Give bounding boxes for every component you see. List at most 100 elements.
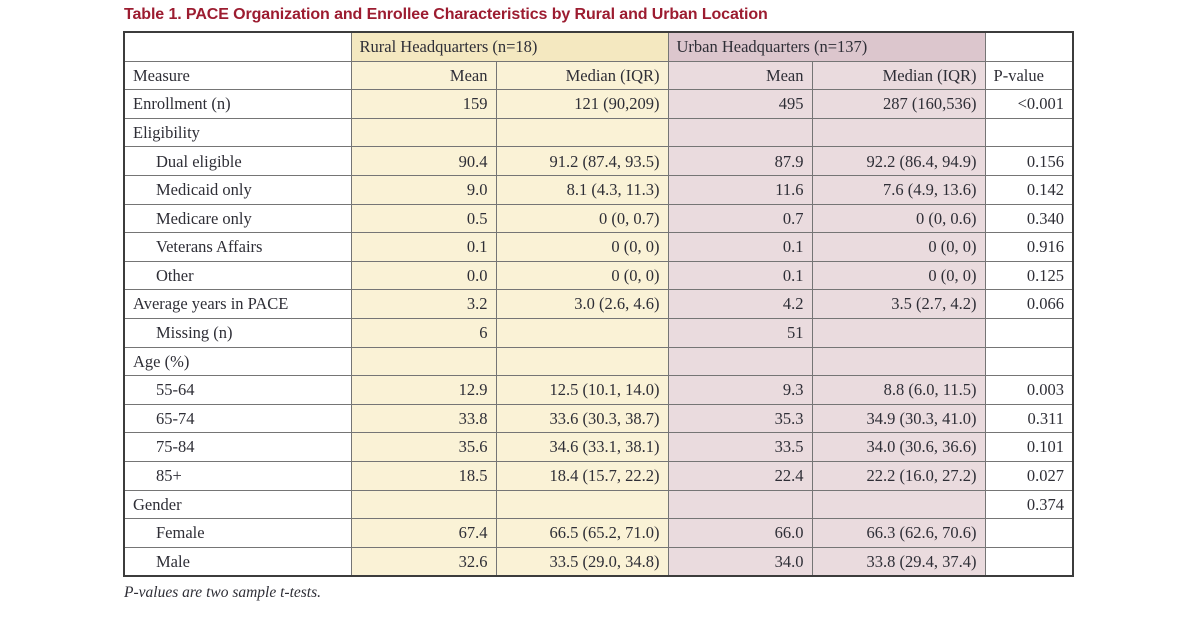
rural-median-cell bbox=[495, 117, 669, 148]
table-row: Age (%) bbox=[123, 346, 1074, 377]
table-row: Dual eligible 90.4 91.2 (87.4, 93.5) 87.9 92… bbox=[123, 146, 1074, 176]
rural-mean-cell: 6 bbox=[350, 317, 497, 348]
pvalue-cell: 0.916 bbox=[984, 232, 1074, 262]
measure-cell: Medicaid only bbox=[123, 174, 352, 205]
urban-mean-cell: 11.6 bbox=[667, 174, 813, 205]
urban-mean-cell: 9.3 bbox=[667, 375, 813, 405]
rural-median-cell: 12.5 (10.1, 14.0) bbox=[495, 375, 669, 405]
table-row: 65-74 33.8 33.6 (30.3, 38.7) 35.3 34.9 (30.3… bbox=[123, 403, 1074, 434]
rural-mean-cell: 67.4 bbox=[350, 518, 497, 548]
pvalue-cell: 0.374 bbox=[984, 489, 1074, 520]
pace-characteristics-table: Rural Headquarters (n=18) Urban Headquar… bbox=[123, 31, 1075, 578]
table-row: Medicaid only 9.0 8.1 (4.3, 11.3) 11.6 7.6 (… bbox=[123, 174, 1074, 205]
rural-mean-cell: 3.2 bbox=[350, 289, 497, 319]
pvalue-cell: 0.027 bbox=[984, 460, 1074, 491]
measure-cell: 85+ bbox=[123, 460, 352, 491]
rural-median-cell: 3.0 (2.6, 4.6) bbox=[495, 289, 669, 319]
urban-median-cell: 7.6 (4.9, 13.6) bbox=[811, 174, 986, 205]
rural-mean-cell: 90.4 bbox=[350, 146, 497, 176]
table-row: 75-84 35.6 34.6 (33.1, 38.1) 33.5 34.0 (30.6… bbox=[123, 432, 1074, 462]
urban-mean-cell: 35.3 bbox=[667, 403, 813, 434]
measure-cell: Missing (n) bbox=[123, 317, 352, 348]
urban-median-cell: 0 (0, 0) bbox=[811, 260, 986, 291]
rural-mean-cell: 0.5 bbox=[350, 203, 497, 234]
rural-median-cell bbox=[495, 489, 669, 520]
measure-cell: Female bbox=[123, 518, 352, 548]
rural-mean-cell: 33.8 bbox=[350, 403, 497, 434]
blank-corner-cell bbox=[123, 31, 352, 62]
urban-median-cell bbox=[811, 317, 986, 348]
table-row: Medicare only 0.5 0 (0, 0.7) 0.7 0 (0, 0.6) 0… bbox=[123, 203, 1074, 234]
urban-median-cell: 0 (0, 0.6) bbox=[811, 203, 986, 234]
pvalue-cell: 0.066 bbox=[984, 289, 1074, 319]
urban-mean-cell: 495 bbox=[667, 89, 813, 119]
measure-cell: 75-84 bbox=[123, 432, 352, 462]
table-row: Gender 0.374 bbox=[123, 489, 1074, 520]
rural-median-cell: 0 (0, 0) bbox=[495, 232, 669, 262]
rural-median-cell: 0 (0, 0) bbox=[495, 260, 669, 291]
rural-median-cell: 66.5 (65.2, 71.0) bbox=[495, 518, 669, 548]
blank-corner-cell bbox=[984, 31, 1074, 62]
urban-median-cell bbox=[811, 489, 986, 520]
measure-cell: 65-74 bbox=[123, 403, 352, 434]
urban-mean-column-header: Mean bbox=[667, 60, 813, 91]
rural-median-cell: 91.2 (87.4, 93.5) bbox=[495, 146, 669, 176]
urban-mean-cell bbox=[667, 489, 813, 520]
urban-mean-cell: 51 bbox=[667, 317, 813, 348]
rural-median-cell: 8.1 (4.3, 11.3) bbox=[495, 174, 669, 205]
rural-mean-cell: 35.6 bbox=[350, 432, 497, 462]
measure-cell: Average years in PACE bbox=[123, 289, 352, 319]
measure-cell: 55-64 bbox=[123, 375, 352, 405]
table-body: Enrollment (n) 159 121 (90,209) 495 287 (160… bbox=[123, 89, 1074, 577]
rural-median-cell: 121 (90,209) bbox=[495, 89, 669, 119]
urban-group-header: Urban Headquarters (n=137) bbox=[667, 31, 986, 62]
measure-cell: Veterans Affairs bbox=[123, 232, 352, 262]
table-row: Female 67.4 66.5 (65.2, 71.0) 66.0 66.3 (62.… bbox=[123, 518, 1074, 548]
measure-cell: Gender bbox=[123, 489, 352, 520]
rural-median-cell: 0 (0, 0.7) bbox=[495, 203, 669, 234]
urban-median-cell: 66.3 (62.6, 70.6) bbox=[811, 518, 986, 548]
rural-median-cell: 18.4 (15.7, 22.2) bbox=[495, 460, 669, 491]
measure-cell: Eligibility bbox=[123, 117, 352, 148]
rural-mean-cell bbox=[350, 346, 497, 377]
pvalue-cell bbox=[984, 317, 1074, 348]
rural-mean-cell: 12.9 bbox=[350, 375, 497, 405]
urban-median-cell: 33.8 (29.4, 37.4) bbox=[811, 546, 986, 577]
urban-mean-cell: 4.2 bbox=[667, 289, 813, 319]
table-footnote: P-values are two sample t-tests. bbox=[124, 584, 322, 602]
rural-median-cell: 33.5 (29.0, 34.8) bbox=[495, 546, 669, 577]
measure-cell: Male bbox=[123, 546, 352, 577]
pvalue-cell bbox=[984, 518, 1074, 548]
rural-mean-cell bbox=[350, 117, 497, 148]
measure-cell: Enrollment (n) bbox=[123, 89, 352, 119]
urban-median-cell: 287 (160,536) bbox=[811, 89, 986, 119]
rural-mean-cell: 159 bbox=[350, 89, 497, 119]
urban-mean-cell: 33.5 bbox=[667, 432, 813, 462]
urban-median-cell bbox=[811, 346, 986, 377]
urban-mean-cell: 0.1 bbox=[667, 232, 813, 262]
group-header-row: Rural Headquarters (n=18) Urban Headquar… bbox=[123, 31, 1074, 62]
pvalue-cell: <0.001 bbox=[984, 89, 1074, 119]
table-row: Missing (n) 6 51 bbox=[123, 317, 1074, 348]
pvalue-cell: 0.101 bbox=[984, 432, 1074, 462]
rural-mean-cell: 0.0 bbox=[350, 260, 497, 291]
pvalue-cell: 0.340 bbox=[984, 203, 1074, 234]
measure-cell: Age (%) bbox=[123, 346, 352, 377]
table-row: Other 0.0 0 (0, 0) 0.1 0 (0, 0) 0.125 bbox=[123, 260, 1074, 291]
measure-cell: Dual eligible bbox=[123, 146, 352, 176]
pvalue-cell: 0.003 bbox=[984, 375, 1074, 405]
urban-median-cell: 0 (0, 0) bbox=[811, 232, 986, 262]
pvalue-cell bbox=[984, 346, 1074, 377]
urban-mean-cell: 87.9 bbox=[667, 146, 813, 176]
rural-median-cell bbox=[495, 346, 669, 377]
table-title: Table 1. PACE Organization and Enrollee … bbox=[124, 6, 768, 23]
urban-median-cell: 8.8 (6.0, 11.5) bbox=[811, 375, 986, 405]
urban-mean-cell: 22.4 bbox=[667, 460, 813, 491]
rural-mean-cell: 18.5 bbox=[350, 460, 497, 491]
table-row: 55-64 12.9 12.5 (10.1, 14.0) 9.3 8.8 (6.0, 1… bbox=[123, 375, 1074, 405]
pvalue-cell: 0.156 bbox=[984, 146, 1074, 176]
rural-mean-column-header: Mean bbox=[350, 60, 497, 91]
urban-mean-cell bbox=[667, 117, 813, 148]
measure-cell: Medicare only bbox=[123, 203, 352, 234]
rural-median-cell bbox=[495, 317, 669, 348]
